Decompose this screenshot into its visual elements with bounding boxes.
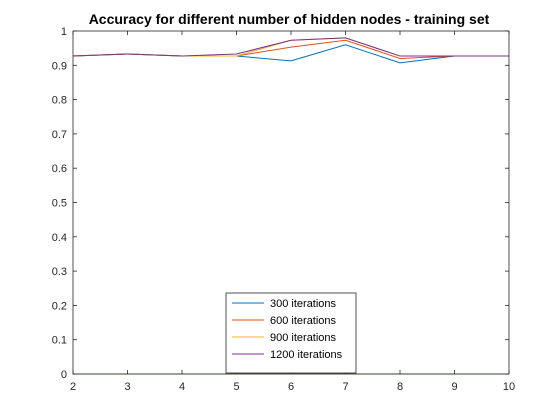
legend-box: [225, 292, 357, 374]
chart-title: Accuracy for different number of hidden …: [89, 11, 490, 27]
x-tick-label: 8: [397, 381, 403, 393]
legend-label: 1200 iterations: [270, 349, 343, 361]
y-tick-label: 0.9: [52, 60, 67, 72]
x-tick-label: 10: [503, 381, 515, 393]
x-tick-label: 5: [233, 381, 239, 393]
y-tick-label: 0.1: [52, 335, 67, 347]
legend-label: 600 iterations: [270, 315, 337, 327]
series-line-4: [72, 37, 509, 57]
y-tick-label: 0.4: [52, 232, 67, 244]
y-tick-label: 0.5: [52, 198, 67, 210]
x-tick-label: 7: [342, 381, 348, 393]
ticks-layer: 2 3 4 5 6 7 8 9 10 0 0.1 0.2 0.3 0.4 0.5 0.6 0.7 0.8 0.9 1: [52, 26, 515, 393]
x-tick-label: 3: [124, 381, 130, 393]
y-tick-label: 0.3: [52, 266, 67, 278]
y-tick-label: 0: [61, 369, 67, 381]
y-tick-label: 0.8: [52, 95, 67, 107]
legend-label: 300 iterations: [270, 298, 337, 310]
y-tick-label: 0.6: [52, 163, 67, 175]
y-tick-label: 0.7: [52, 129, 67, 141]
x-tick-label: 6: [288, 381, 294, 393]
y-tick-label: 0.2: [52, 300, 67, 312]
y-tick-label: 1: [61, 26, 67, 38]
x-tick-label: 2: [70, 381, 76, 393]
legend: 300 iterations 600 iterations 900 iteratio…: [225, 292, 357, 374]
legend-label: 900 iterations: [270, 332, 337, 344]
x-tick-label: 9: [451, 381, 457, 393]
x-tick-label: 4: [179, 381, 185, 393]
